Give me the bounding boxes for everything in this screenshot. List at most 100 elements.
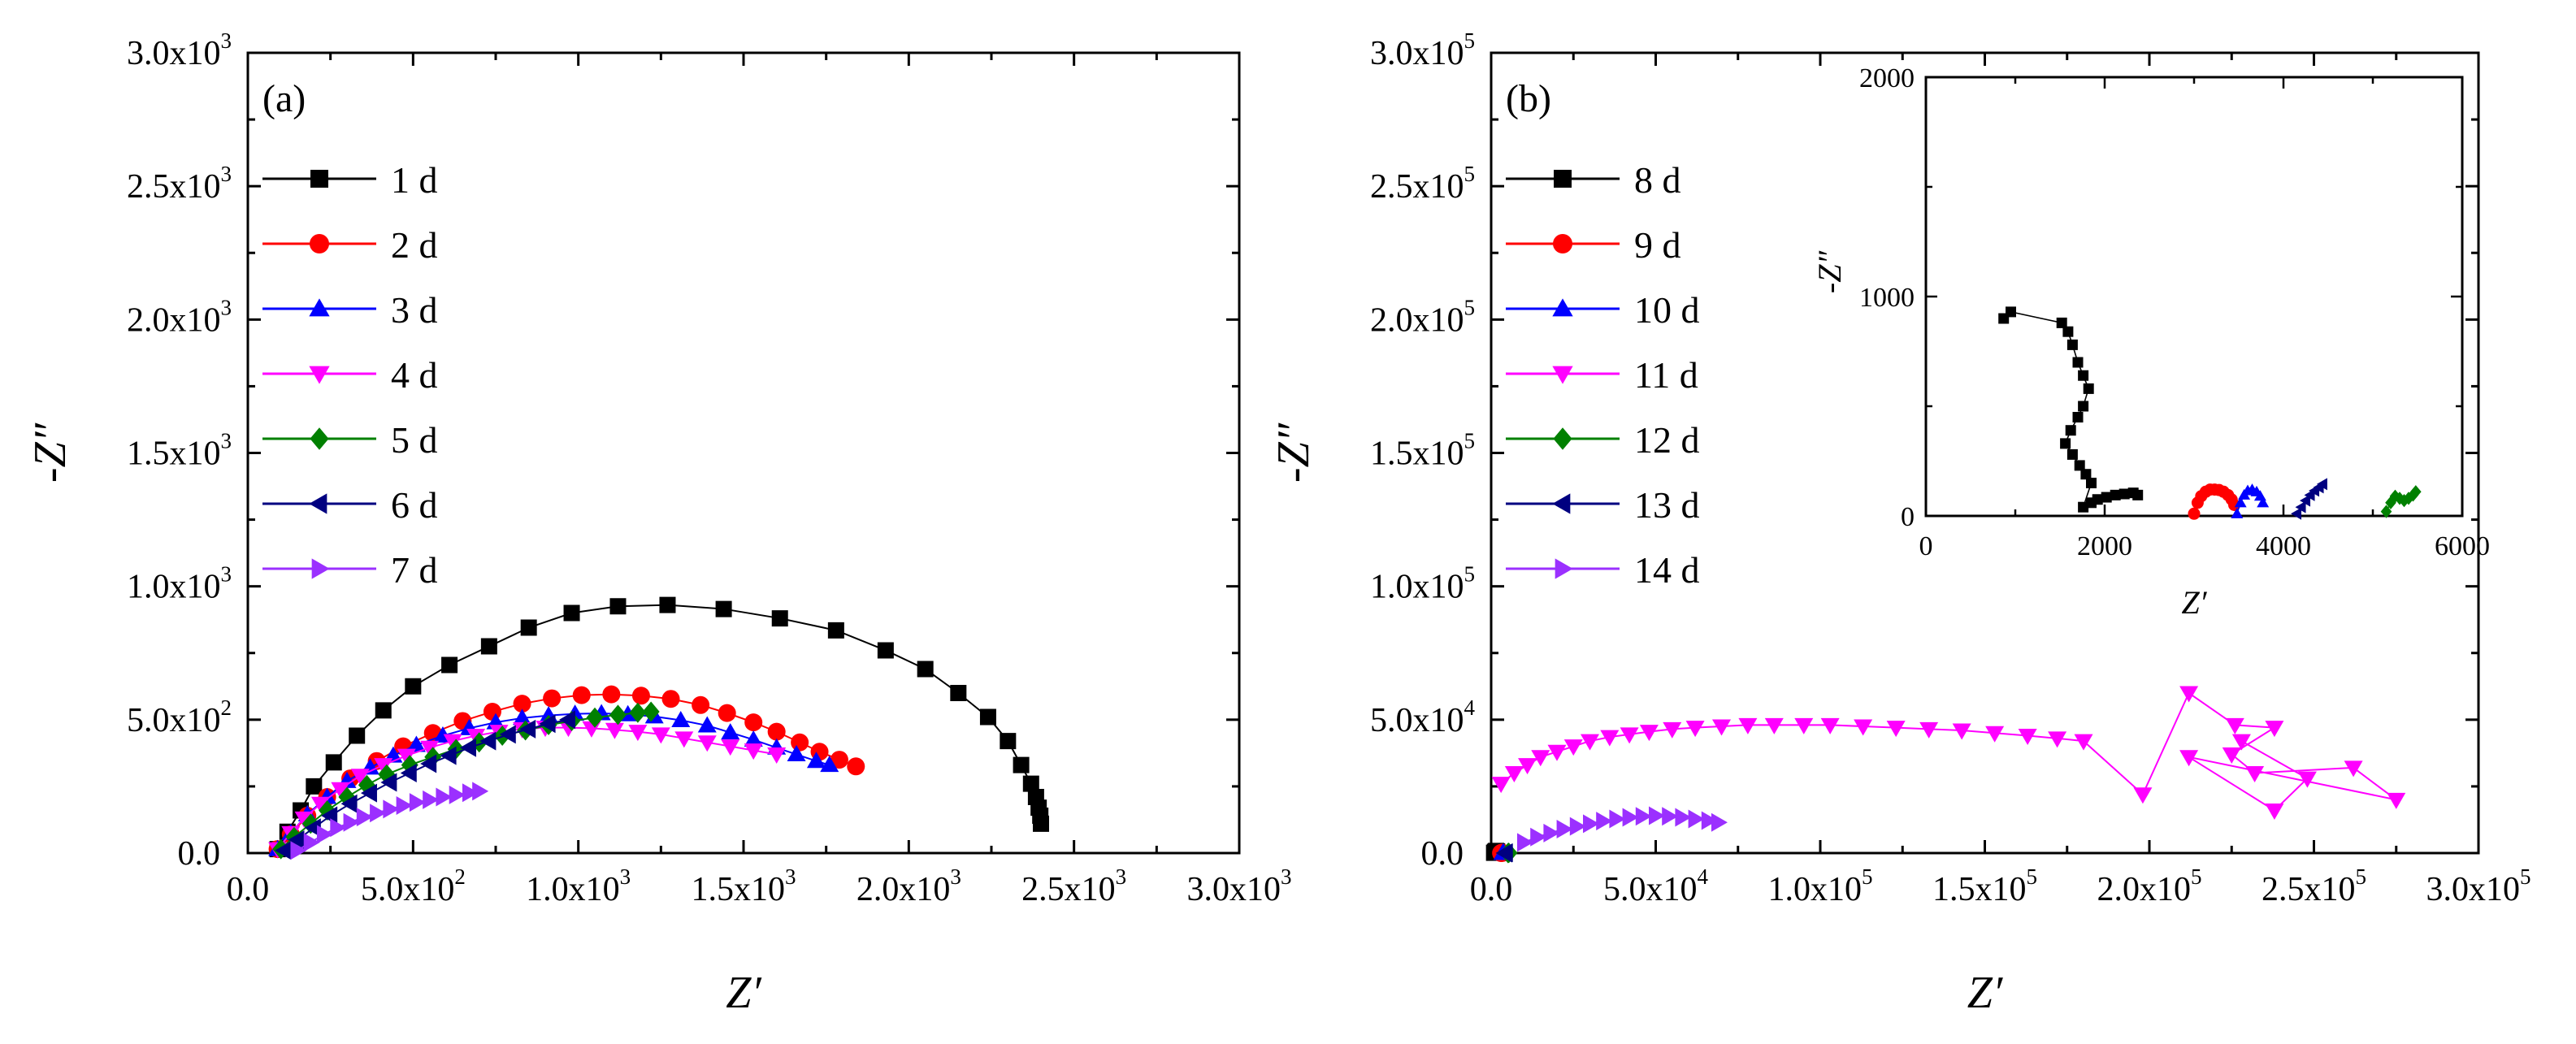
data-point (791, 733, 809, 752)
data-point (519, 719, 536, 739)
data-point (1531, 750, 1550, 767)
y-tick-label: 1.5x103 (127, 429, 232, 473)
legend-marker (1555, 558, 1573, 579)
data-point (744, 743, 763, 760)
y-tick-label: 3.0x105 (1370, 28, 1475, 72)
inset-data-point (2234, 496, 2247, 508)
data-point (2179, 750, 2199, 767)
data-point (443, 734, 462, 751)
legend-label: 1 d (391, 159, 438, 201)
inset-data-point (2389, 489, 2401, 503)
inset-data-point (2188, 507, 2201, 520)
data-point (563, 604, 580, 622)
y-tick-label: 2.5x105 (1370, 162, 1475, 206)
x-tick-label: 5.0x102 (361, 864, 466, 908)
panel-b: 0.0 5.0x104 1.0x105 1.5x105 2.0x105 2.5x105 3.… (1268, 28, 2531, 1018)
y-tick-label: 2.0x103 (127, 295, 232, 339)
y-tick-label: 0.0 (178, 835, 221, 873)
data-point (692, 695, 710, 714)
inset-y-title: -Z″ (1811, 250, 1848, 294)
data-point (370, 804, 387, 823)
data-point (1543, 823, 1560, 843)
data-point (771, 610, 788, 627)
data-point (406, 735, 426, 752)
data-point (1675, 808, 1692, 827)
data-point (1563, 739, 1583, 756)
panel-label: (b) (1506, 77, 1551, 120)
data-point (697, 735, 717, 752)
data-point (767, 722, 786, 741)
data-point (628, 725, 648, 742)
legend-label: 5 d (391, 419, 438, 461)
legend-label: 13 d (1634, 484, 1700, 526)
y-tick-label: 5.0x102 (127, 695, 232, 739)
data-point (661, 690, 680, 708)
data-point (979, 708, 996, 726)
inset-data-point (2078, 370, 2089, 381)
x-axis-title: Z′ (726, 968, 761, 1018)
data-point (2048, 731, 2067, 748)
data-point (440, 746, 457, 765)
data-point (350, 769, 370, 786)
data-point (572, 686, 591, 704)
data-point (1491, 777, 1511, 794)
legend-marker (1553, 234, 1572, 253)
data-point (2018, 729, 2037, 746)
data-point (325, 754, 342, 771)
data-point (459, 738, 476, 757)
inset-data-point (2083, 383, 2094, 394)
data-point (827, 622, 844, 639)
data-point (449, 785, 466, 804)
data-point (304, 818, 321, 838)
legend: 1 d 2 d 3 d 4 d 5 d 6 d 7 d (262, 159, 438, 591)
data-point (360, 783, 377, 803)
data-point (1013, 756, 1030, 773)
legend-marker (310, 234, 329, 253)
inset-data-point (2291, 507, 2302, 520)
inset-data-point (2074, 460, 2085, 471)
data-point (1596, 812, 1613, 831)
inset-data-point (2257, 496, 2270, 508)
legend-label: 11 d (1634, 354, 1698, 396)
inset-x-tick-label: 0 (1919, 531, 1933, 561)
inset-data-point (2066, 339, 2078, 350)
data-point (651, 727, 670, 744)
data-point (380, 773, 397, 792)
data-point (513, 708, 532, 726)
x-tick-label: 0.0 (1470, 871, 1513, 908)
series-line (1500, 691, 2397, 812)
legend-marker (1552, 366, 1573, 384)
data-point (1518, 758, 1537, 775)
data-point (1622, 808, 1639, 827)
data-point (767, 747, 787, 765)
legend: 8 d 9 d 10 d 11 d 12 d 13 d 14 d (1506, 159, 1700, 591)
inset-data-point (2086, 478, 2097, 488)
inset-series-12d (2380, 485, 2422, 518)
legend-label: 9 d (1634, 224, 1681, 266)
data-point (520, 619, 537, 636)
data-point (1738, 717, 1758, 734)
inset-series-10d (2231, 483, 2270, 518)
data-point (462, 783, 479, 803)
inset-data-point (2065, 425, 2076, 436)
data-point (1000, 733, 1017, 750)
inset-x-tick-label: 4000 (2256, 531, 2311, 561)
legend-marker (309, 366, 330, 384)
data-point (2179, 686, 2199, 703)
inset-y-tick-label: 1000 (1859, 283, 1915, 313)
legend-marker (311, 558, 330, 579)
inset-data-point (2385, 496, 2396, 509)
legend-label: 10 d (1634, 289, 1700, 331)
inset-y-tick-label: 0 (1901, 502, 1915, 532)
data-point (1820, 717, 1840, 734)
x-tick-label: 2.5x103 (1021, 864, 1126, 908)
data-point (820, 756, 839, 773)
data-point (303, 833, 320, 852)
inset-data-point (2092, 494, 2103, 505)
data-point (423, 790, 440, 809)
data-point (847, 757, 865, 776)
x-tick-label: 3.0x103 (1187, 864, 1292, 908)
inset-data-point (2072, 412, 2084, 422)
data-point (609, 704, 627, 726)
inset-data-point (2062, 326, 2074, 337)
